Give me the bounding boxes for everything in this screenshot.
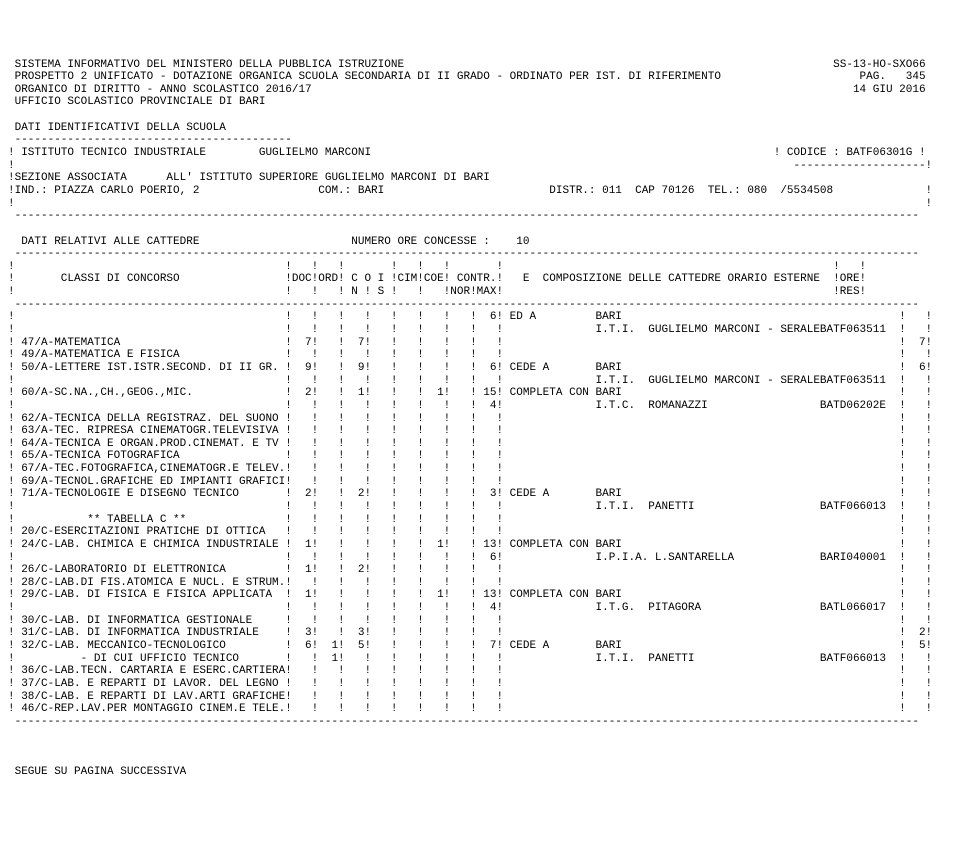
- document-body: SISTEMA INFORMATIVO DEL MINISTERO DELLA …: [8, 59, 951, 780]
